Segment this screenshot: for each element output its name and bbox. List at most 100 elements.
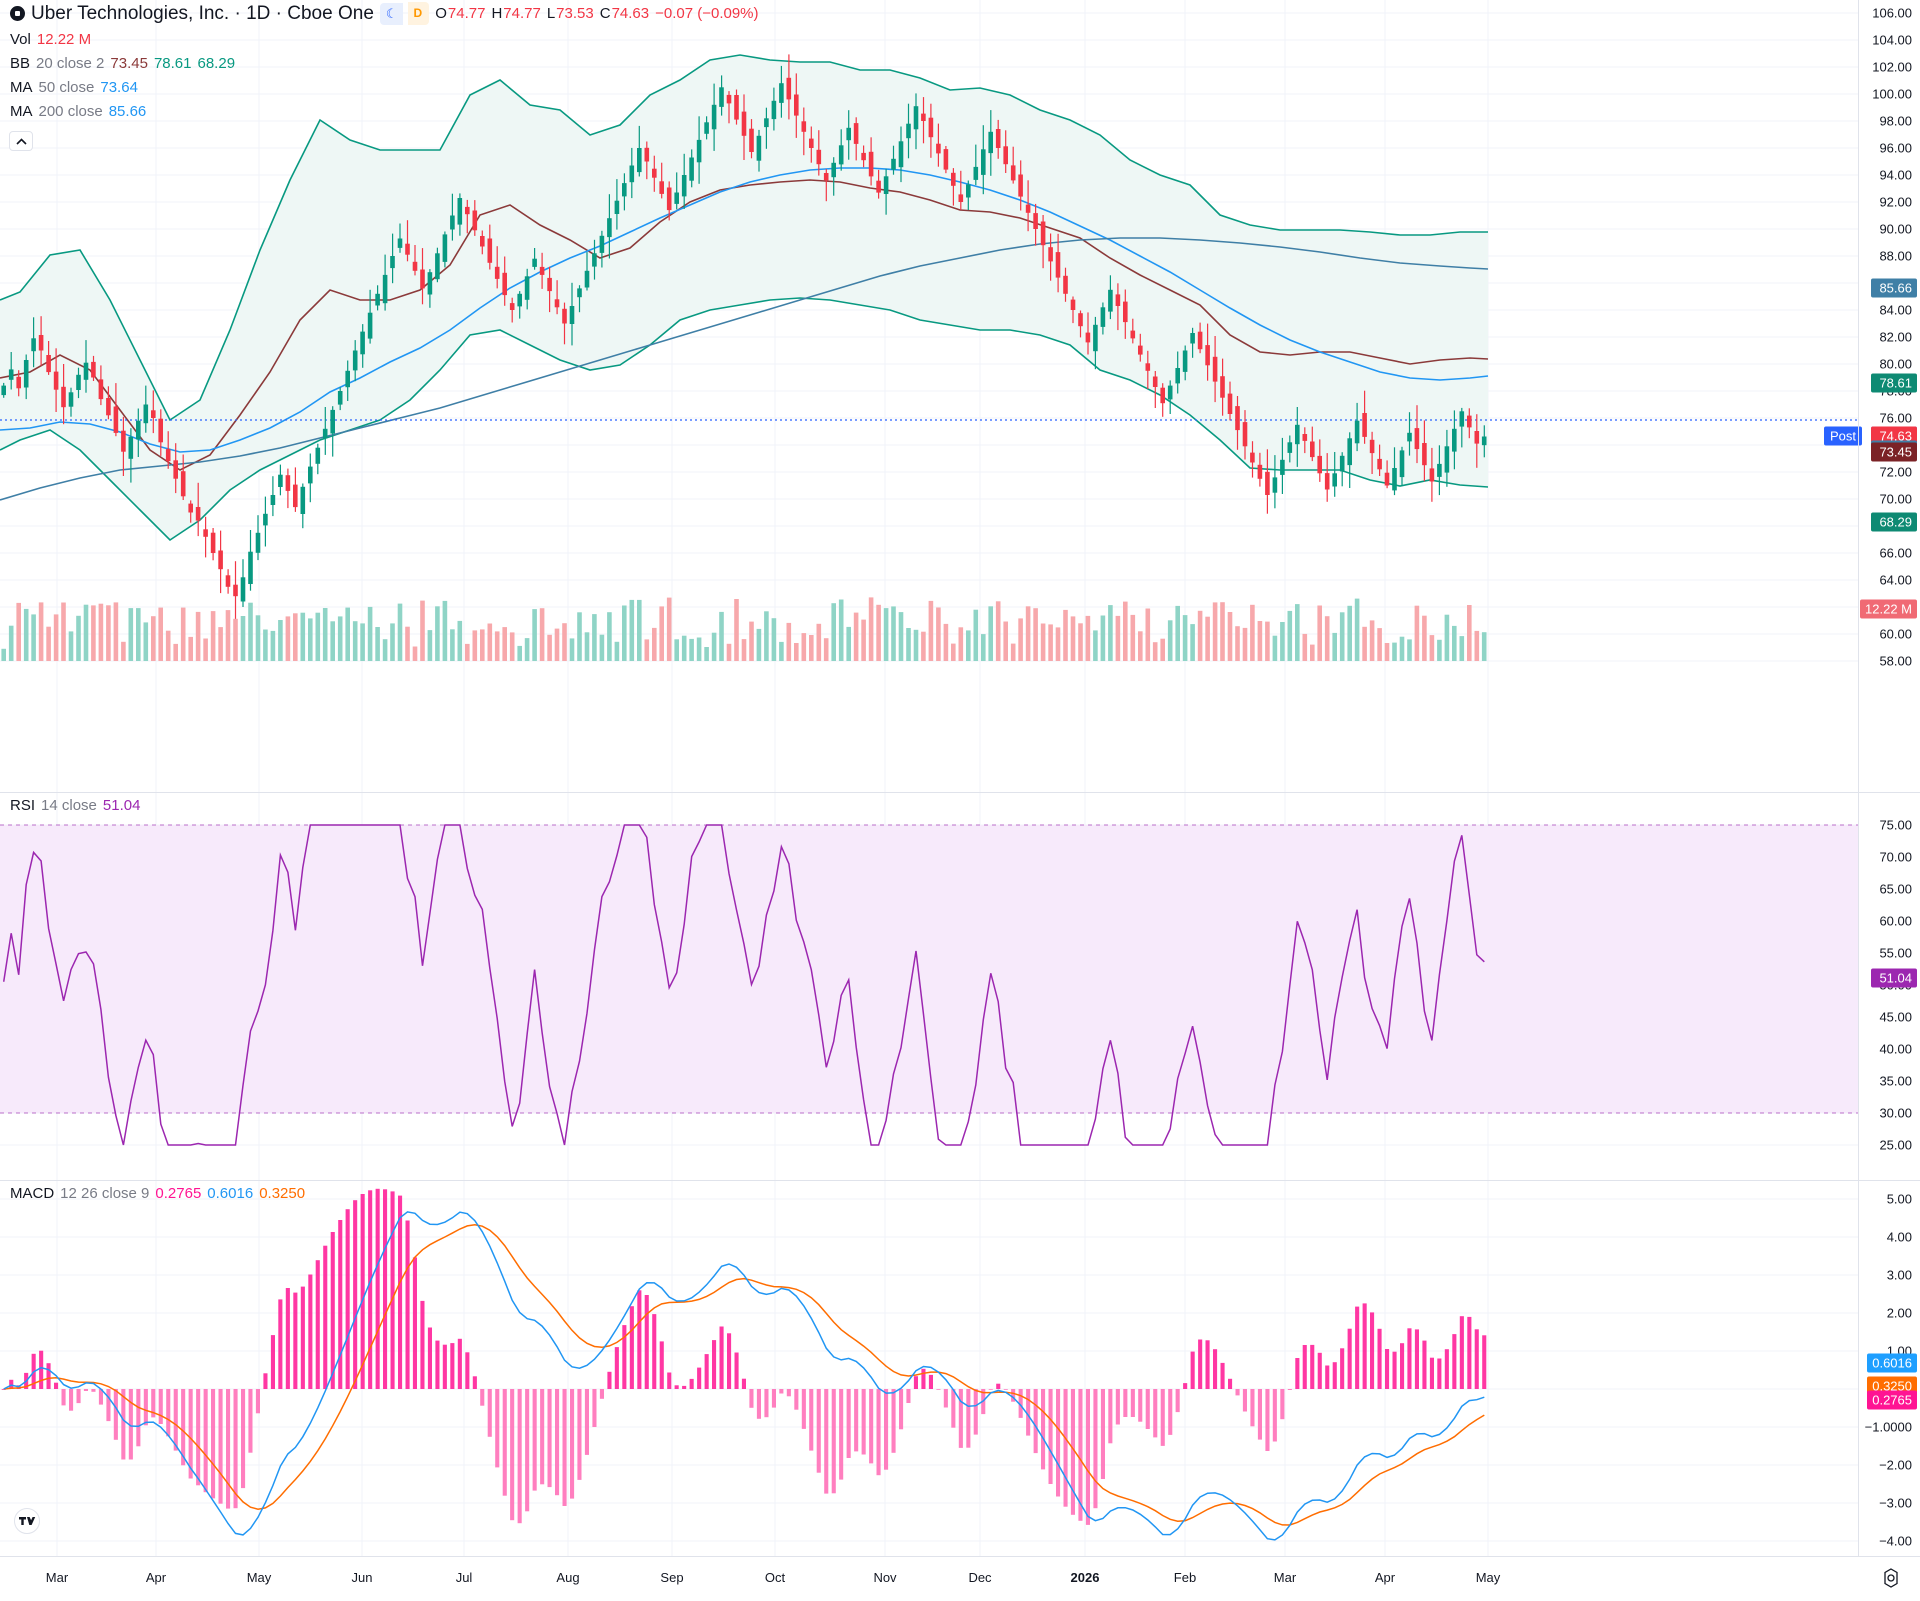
time-axis[interactable]: Mar Apr May Jun Jul Aug Sep Oct Nov Dec 2026 Feb Mar… — [0, 1556, 1920, 1601]
time-tick-label: Feb — [1173, 1570, 1197, 1585]
rsi-params: 14 close — [41, 797, 97, 814]
price-tick: 96.00 — [1879, 140, 1912, 156]
rsi-tick: 45.00 — [1879, 1009, 1912, 1025]
bb-upper-price-tag: 78.61 — [1871, 373, 1917, 393]
bollinger-band-fill — [0, 55, 1488, 540]
price-scale[interactable]: 106.00 104.00 102.00 100.00 98.00 96.00 94.00 9… — [1823, 0, 1920, 792]
rsi-chart-svg — [0, 793, 1858, 1180]
time-tick-label: Apr — [145, 1570, 167, 1585]
price-tick: 84.00 — [1879, 302, 1912, 318]
macd-tick: −2.00 — [1879, 1457, 1912, 1473]
macd-tick: 4.00 — [1886, 1229, 1912, 1245]
price-chart-svg — [0, 0, 1858, 792]
rsi-pane-legend: RSI 14 close 51.04 — [10, 795, 146, 816]
bb-legend-row: BB 20 close 2 73.45 78.61 68.29 — [10, 53, 765, 74]
time-tick-label: Mar — [45, 1570, 69, 1585]
macd-legend-row: MACD 12 26 close 9 0.2765 0.6016 0.3250 — [10, 1183, 311, 1204]
gear-icon — [1884, 1568, 1898, 1588]
change-value: −0.07 (−0.09%) — [655, 5, 759, 22]
rsi-value: 51.04 — [102, 797, 141, 814]
macd-line-value: 0.6016 — [207, 1185, 254, 1202]
ma50-params: 50 close — [38, 79, 95, 96]
rsi-tick: 65.00 — [1879, 881, 1912, 897]
scale-divider — [1858, 0, 1859, 1600]
rsi-line — [2, 824, 1485, 1146]
time-tick-label: Dec — [968, 1570, 992, 1585]
bb-basis-value: 73.45 — [110, 55, 148, 72]
price-tick: 98.00 — [1879, 113, 1912, 129]
ma200-line — [0, 237, 1489, 501]
volume-label[interactable]: Vol — [10, 31, 31, 48]
ma50-label[interactable]: MA — [10, 79, 33, 96]
macd-tick: 3.00 — [1886, 1267, 1912, 1283]
macd-pane[interactable] — [0, 1181, 1858, 1556]
bollinger-basis-line — [0, 179, 1489, 471]
price-tick: 104.00 — [1872, 32, 1912, 48]
bb-upper-value: 78.61 — [153, 55, 192, 72]
rsi-scale[interactable]: 75.0070.0065.0060.0055.0050.0045.0040.00… — [1858, 793, 1920, 1180]
bb-lower-price-tag: 68.29 — [1871, 512, 1917, 532]
macd-pane-legend: MACD 12 26 close 9 0.2765 0.6016 0.3250 — [10, 1183, 311, 1204]
rsi-tick: 35.00 — [1879, 1073, 1912, 1089]
price-pane-legend: Uber Technologies, Inc. · 1D · Cboe One … — [10, 2, 765, 122]
price-tick: 72.00 — [1879, 464, 1912, 480]
rsi-tick: 30.00 — [1879, 1105, 1912, 1121]
price-tick: 90.00 — [1879, 221, 1912, 237]
post-session-badge: Post — [1823, 426, 1862, 446]
price-tick: 58.00 — [1879, 653, 1912, 669]
symbol-title[interactable]: Uber Technologies, Inc. · 1D · Cboe One — [31, 3, 374, 24]
high-value: 74.77 — [503, 5, 541, 22]
symbol-header-row: Uber Technologies, Inc. · 1D · Cboe One … — [10, 2, 765, 25]
macd-label[interactable]: MACD — [10, 1185, 55, 1202]
price-tick: 70.00 — [1879, 491, 1912, 507]
time-tick-label: Jun — [351, 1570, 373, 1585]
price-tick: 106.00 — [1872, 5, 1912, 21]
bb-lower-value: 68.29 — [197, 55, 236, 72]
price-tick: 60.00 — [1879, 626, 1912, 642]
volume-legend-row: Vol 12.22 M — [10, 29, 765, 50]
macd-params: 12 26 close 9 — [60, 1185, 150, 1202]
rsi-label[interactable]: RSI — [10, 797, 36, 814]
low-label: L — [546, 5, 556, 22]
rsi-tick: 60.00 — [1879, 913, 1912, 929]
macd-signal-tag: 0.3250 — [1867, 1376, 1917, 1396]
price-tick: 82.00 — [1879, 329, 1912, 345]
bollinger-lower-line — [0, 297, 1489, 542]
time-tick-label: 2026 — [1070, 1570, 1100, 1585]
tradingview-logo-icon[interactable] — [14, 1508, 40, 1534]
uber-logo-icon — [10, 6, 25, 21]
bollinger-upper-line — [0, 54, 1488, 422]
chart-settings-button[interactable] — [1880, 1567, 1902, 1589]
macd-line-tag: 0.6016 — [1867, 1353, 1917, 1373]
macd-hist-value: 0.2765 — [155, 1185, 202, 1202]
time-tick-label: Oct — [764, 1570, 786, 1585]
rsi-pane[interactable] — [0, 793, 1858, 1180]
rsi-tick: 40.00 — [1879, 1041, 1912, 1057]
price-tick: 66.00 — [1879, 545, 1912, 561]
bb-basis-price-tag: 73.45 — [1871, 442, 1917, 462]
volume-series — [1, 597, 1487, 661]
collapse-legend-button[interactable] — [9, 131, 33, 151]
rsi-value-tag: 51.04 — [1871, 968, 1917, 988]
bb-label[interactable]: BB — [10, 55, 31, 72]
macd-tick: 5.00 — [1886, 1191, 1912, 1207]
ma200-label[interactable]: MA — [10, 103, 33, 120]
close-label: C — [599, 5, 611, 22]
price-tick: 88.00 — [1879, 248, 1912, 264]
high-label: H — [491, 5, 503, 22]
ma200-params: 200 close — [38, 103, 103, 120]
price-pane[interactable] — [0, 0, 1858, 792]
price-tick: 80.00 — [1879, 356, 1912, 372]
macd-tick: 2.00 — [1886, 1305, 1912, 1321]
macd-tick: −1.0000 — [1864, 1419, 1912, 1435]
macd-tick: −3.00 — [1879, 1495, 1912, 1511]
volume-price-tag: 12.22 M — [1860, 599, 1917, 619]
ma200-legend-row: MA 200 close 85.66 — [10, 101, 765, 122]
ma50-value: 73.64 — [100, 79, 138, 96]
open-value: 74.77 — [447, 5, 486, 22]
macd-chart-svg — [0, 1181, 1858, 1556]
price-tick: 64.00 — [1879, 572, 1912, 588]
macd-scale[interactable]: 5.004.003.002.001.000.0000−1.0000−2.00−3… — [1858, 1181, 1920, 1556]
ma200-value: 85.66 — [108, 103, 147, 120]
time-tick-label: Nov — [873, 1570, 897, 1585]
